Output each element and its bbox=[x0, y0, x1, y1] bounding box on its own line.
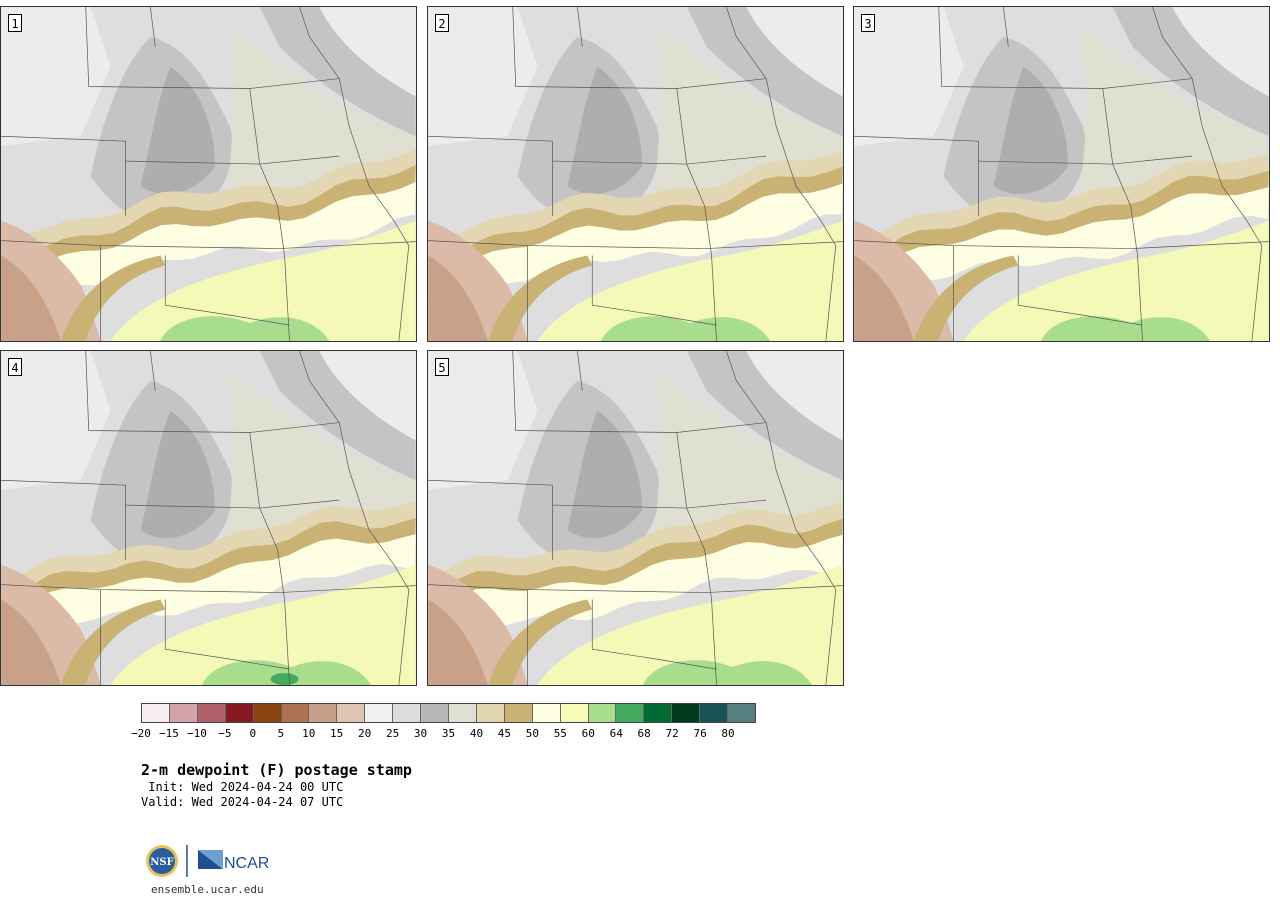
panel-number-label: 4 bbox=[8, 358, 22, 376]
ncar-logo-text: NCAR bbox=[224, 855, 269, 872]
colorbar-tick-label: −15 bbox=[159, 727, 179, 740]
colorbar-cell bbox=[197, 704, 226, 722]
panel-number-label: 2 bbox=[435, 14, 449, 32]
colorbar-cell bbox=[560, 704, 589, 722]
colorbar-cell bbox=[337, 704, 366, 722]
colorbar-tick-label: 64 bbox=[609, 727, 623, 740]
panel-number-label: 5 bbox=[435, 358, 449, 376]
valid-time: Valid: Wed 2024-04-24 07 UTC bbox=[141, 795, 344, 809]
colorbar-cell bbox=[504, 704, 533, 722]
nsf-ncar-logo: NSF NCAR bbox=[146, 845, 269, 877]
colorbar-tick-label: 80 bbox=[721, 727, 735, 740]
map-svg bbox=[428, 7, 843, 341]
colorbar-tick-label: 68 bbox=[637, 727, 651, 740]
colorbar-tick-label: 20 bbox=[358, 727, 372, 740]
colorbar-tick-label: 30 bbox=[413, 727, 428, 740]
colorbar-cell bbox=[309, 704, 338, 722]
init-time: Init: Wed 2024-04-24 00 UTC bbox=[141, 780, 344, 794]
panel-number-label: 3 bbox=[861, 14, 875, 32]
colorbar-cell bbox=[225, 704, 254, 722]
colorbar-cell bbox=[365, 704, 394, 722]
map-panel-5: 5 bbox=[427, 350, 844, 686]
colorbar-cell bbox=[728, 704, 755, 722]
colorbar-tick-label: 50 bbox=[525, 727, 539, 740]
colorbar-cell bbox=[672, 704, 701, 722]
colorbar-cell bbox=[476, 704, 505, 722]
colorbar-tick-label: −20 bbox=[131, 727, 151, 740]
colorbar-tick-label: 5 bbox=[277, 727, 285, 740]
colorbar-cell bbox=[421, 704, 449, 722]
site-url: ensemble.ucar.edu bbox=[151, 883, 264, 896]
colorbar-cell bbox=[253, 704, 282, 722]
colorbar-tick-label: 0 bbox=[249, 727, 257, 740]
colorbar-tick-label: 10 bbox=[302, 727, 316, 740]
map-svg bbox=[428, 351, 843, 685]
map-svg bbox=[1, 7, 416, 341]
colorbar-tick-label: 55 bbox=[553, 727, 567, 740]
colorbar-tick-label: 40 bbox=[469, 727, 484, 740]
colorbar-tick-label: 25 bbox=[385, 727, 400, 740]
colorbar-cell bbox=[644, 704, 673, 722]
colorbar-cell bbox=[169, 704, 198, 722]
colorbar-cell bbox=[532, 704, 561, 722]
colorbar-tick-label: −10 bbox=[186, 727, 207, 740]
map-panel-3: 3 bbox=[853, 6, 1270, 342]
colorbar-cell bbox=[142, 704, 170, 722]
colorbar-tick-label: 15 bbox=[330, 727, 344, 740]
map-panel-1: 1 bbox=[0, 6, 417, 342]
figure-title: 2-m dewpoint (F) postage stamp bbox=[141, 761, 412, 779]
colorbar bbox=[141, 703, 756, 723]
colorbar-tick-label: 60 bbox=[581, 727, 595, 740]
colorbar-tick-label: 72 bbox=[665, 727, 679, 740]
colorbar-cell bbox=[588, 704, 617, 722]
colorbar-tick-label: 76 bbox=[693, 727, 707, 740]
map-svg bbox=[854, 7, 1269, 341]
map-panel-2: 2 bbox=[427, 6, 844, 342]
map-panel-4: 4 bbox=[0, 350, 417, 686]
colorbar-ticks: −20 −15 −10 −5 0 5 10 15 20 25 30 35 40 45 50 55 60 64 68 7… bbox=[131, 727, 756, 741]
colorbar-tick-label: 45 bbox=[497, 727, 512, 740]
colorbar-cell bbox=[281, 704, 310, 722]
colorbar-cell bbox=[616, 704, 645, 722]
colorbar-tick-label: −5 bbox=[218, 727, 232, 740]
map-svg bbox=[1, 351, 416, 685]
colorbar-cell bbox=[700, 704, 729, 722]
colorbar-tick-label: 35 bbox=[441, 727, 456, 740]
nsf-logo-text: NSF bbox=[150, 857, 173, 868]
panel-number-label: 1 bbox=[8, 14, 22, 32]
colorbar-cell bbox=[393, 704, 422, 722]
colorbar-cell bbox=[448, 704, 477, 722]
